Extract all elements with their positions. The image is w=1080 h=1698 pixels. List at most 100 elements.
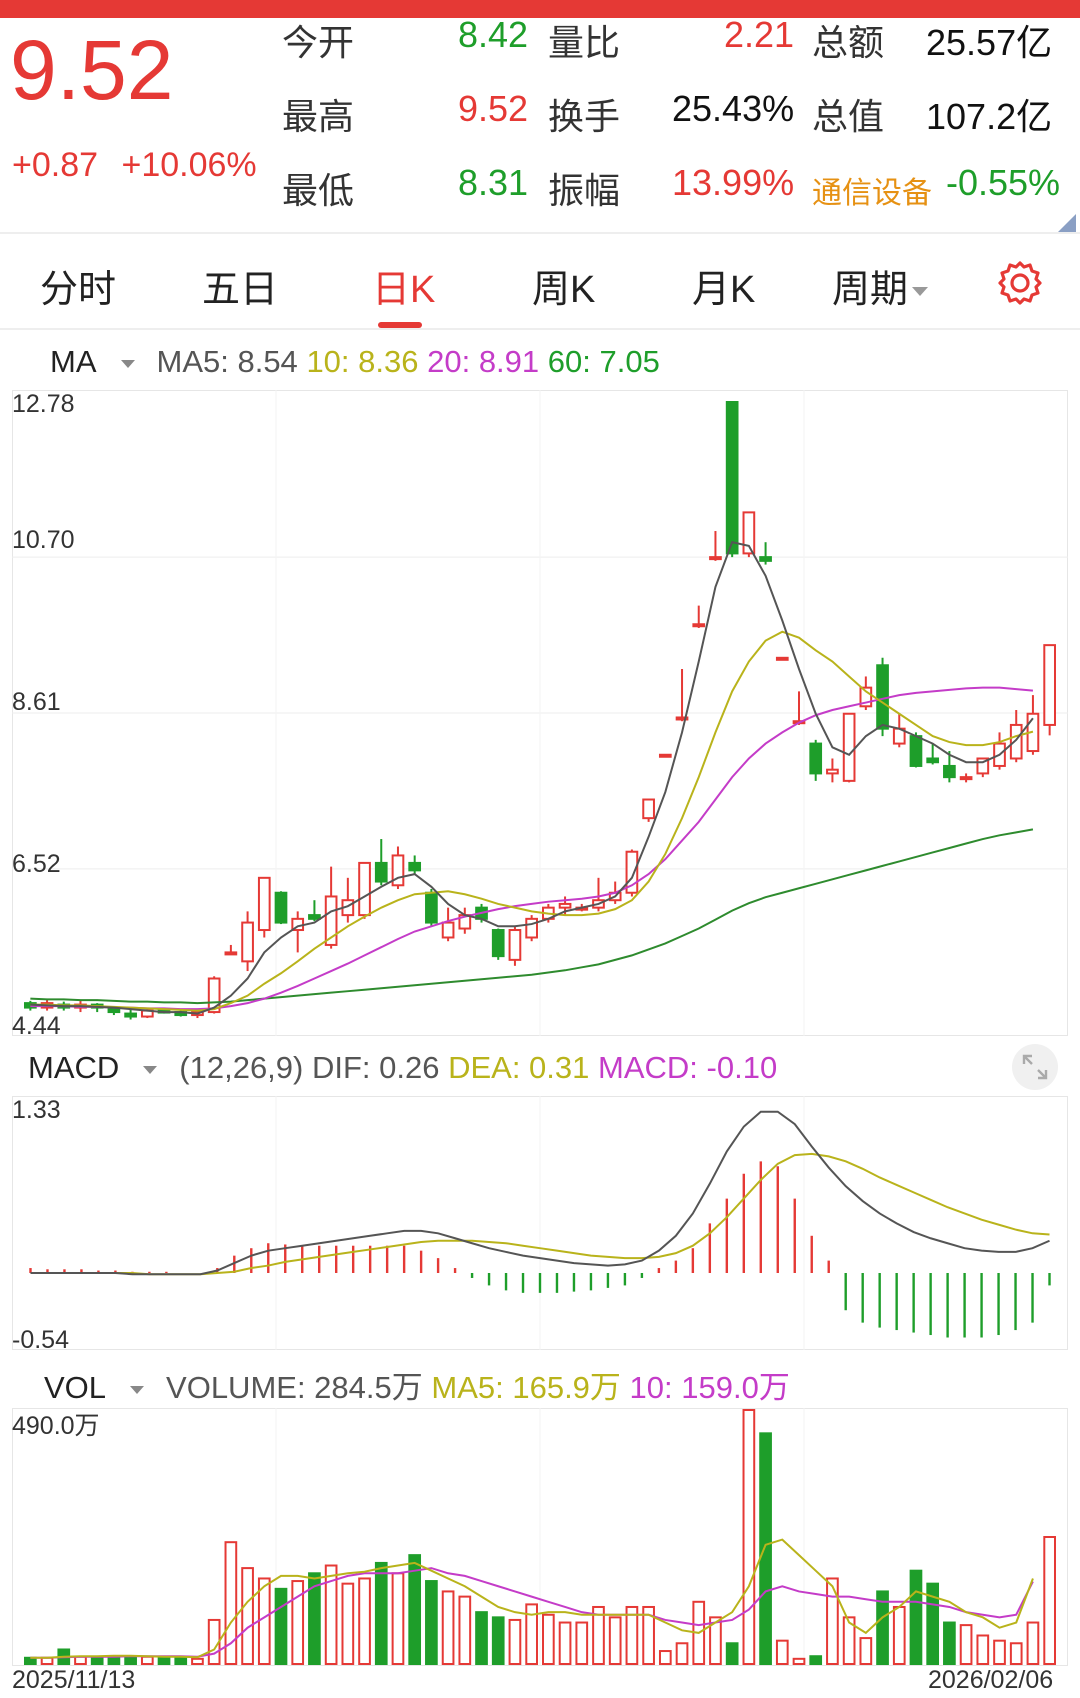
ma-indicator-header[interactable]: MA MA5: 8.54 10: 8.36 20: 8.91 60: 7.05 [50,344,660,380]
volume-bar [775,1639,789,1665]
active-tab-indicator [378,322,422,328]
volume-chart[interactable] [12,1408,1068,1666]
macd-indicator-header[interactable]: MACD (12,26,9) DIF: 0.26 DEA: 0.31 MACD: … [28,1050,777,1086]
volume-bar [542,1613,555,1665]
fold-corner-icon[interactable] [1058,214,1076,232]
tab-intraday[interactable]: 分时 [40,269,117,311]
quote-panel: 9.52 +0.87 +10.06% 今开 8.42 量比 2.21 总额 25… [0,14,1080,232]
price-axis-tick: 10.70 [12,526,75,554]
candlestick-chart[interactable] [12,390,1068,1036]
candle-body [207,977,221,1014]
chevron-down-icon [143,1065,158,1074]
volume-bar [859,1637,873,1666]
volume-bar [709,1616,722,1665]
candle-body [558,902,572,909]
volume-bar [341,1582,355,1665]
volume-bar [274,1587,288,1665]
candle-body [692,623,706,628]
low-label: 最低 [282,170,355,211]
tab-monthly-k[interactable]: 月K [692,269,756,311]
volume-bar [90,1655,104,1666]
candle-body [959,776,973,781]
expand-icon [1022,1054,1048,1080]
candle-body [491,929,505,958]
candle-body [374,861,388,883]
volume-ma10-readout: 10: 159.0万 [629,1370,790,1405]
price-axis-max: 12.78 [12,390,75,418]
candle-body [742,511,756,555]
turnover-amount-value: 25.57亿 [926,22,1053,63]
volume-bar [291,1580,305,1665]
candle-body [725,401,739,555]
candle-body [324,895,338,946]
top-status-strip [0,0,1080,18]
volume-bar [675,1642,689,1665]
volume-axis-max: 490.0万 [12,1412,100,1440]
divider [0,328,1080,330]
volume-bar [658,1650,672,1666]
tab-daily-k[interactable]: 日K [372,269,436,311]
volume-bar [608,1616,622,1665]
turnover-rate-label: 换手 [548,96,621,137]
volume-bar [324,1564,338,1666]
expand-chart-button[interactable] [1012,1044,1058,1090]
volume-bar [558,1621,572,1665]
volume-bar [425,1580,438,1665]
volume-bar [926,1582,940,1665]
tab-period-dropdown[interactable]: 周期 [832,258,929,313]
candle-body [775,656,789,661]
candle-body [508,929,522,961]
volume-bar [959,1624,973,1666]
settings-gear-icon[interactable] [995,258,1045,308]
volume-bar [909,1569,923,1665]
volume-bar [759,1432,772,1665]
volume-bar [742,1409,756,1665]
volume-bar [809,1655,823,1665]
volume-bar [374,1561,388,1665]
tab-weekly-k[interactable]: 周K [532,269,596,311]
volume-indicator-header[interactable]: VOL VOLUME: 284.5万 MA5: 165.9万 10: 159.0万 [44,1362,790,1407]
ma5-readout: MA5: 8.54 [156,344,298,379]
volume-ratio-value: 2.21 [724,14,795,55]
period-tabs: 分时 五日 日K 周K 月K 周期 [0,236,1080,328]
volume-bar [191,1657,204,1666]
candle-body [391,854,405,887]
candle-body [809,742,823,775]
volume-bar [642,1605,655,1666]
candle-body [842,712,856,782]
candle-body [408,861,422,872]
divider [0,232,1080,234]
chevron-down-icon [912,287,929,297]
last-price: 9.52 [10,23,174,117]
candle-body [241,921,254,963]
macd-chart[interactable] [12,1096,1068,1350]
volume-bar [876,1590,889,1665]
tab-five-day[interactable]: 五日 [202,269,279,311]
volume-bar [592,1605,605,1666]
volume-indicator-name: VOL [44,1370,107,1405]
volume-bar [508,1618,522,1666]
ma5-line [30,541,1034,1015]
turnover-amount-label: 总额 [812,22,885,63]
candle-body [274,891,288,924]
candle-body [658,753,672,758]
candle-body [124,1012,137,1018]
volume-bar [625,1605,639,1666]
candle-body [625,850,639,894]
dif-line [30,1110,1050,1276]
candle-body [943,764,956,779]
volume-bar [441,1590,455,1665]
tab-period-label: 周期 [832,269,909,311]
volume-bar [458,1595,472,1665]
volume-bar [842,1616,856,1665]
volume-bar [892,1605,906,1666]
sector-link[interactable]: 通信设备 [812,177,932,210]
candle-body [525,917,538,939]
volume-readout: VOLUME: 284.5万 [166,1370,423,1405]
candle-body [909,735,923,767]
volume-ma5-line [30,1538,1034,1659]
macd-indicator-name: MACD [28,1050,120,1085]
candle-body [976,757,990,775]
volume-bar [826,1577,839,1665]
volume-bar [308,1572,321,1666]
